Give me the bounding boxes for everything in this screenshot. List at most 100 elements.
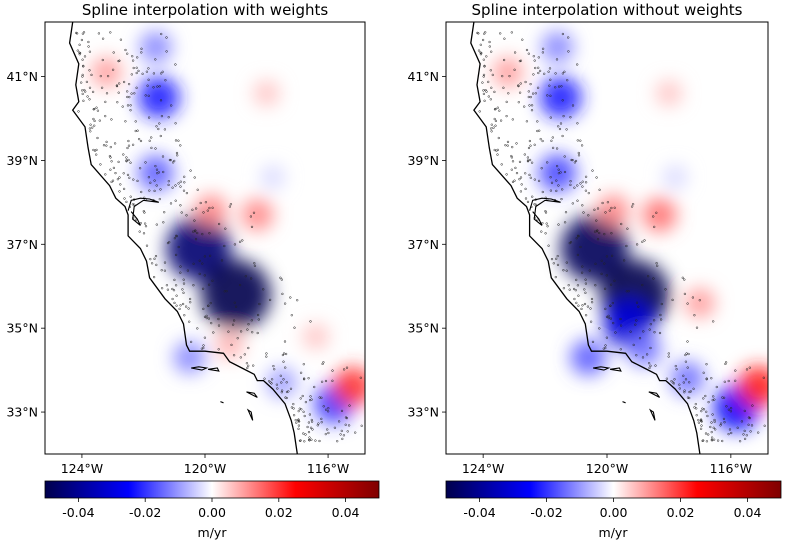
colorbar-label: m/yr <box>599 525 629 540</box>
station-marker <box>699 419 703 422</box>
colorbar-ticks: -0.04 -0.02 0.00 0.02 0.04 <box>463 498 761 520</box>
station-marker <box>154 147 157 150</box>
station-marker <box>566 79 569 82</box>
x-tick-label: 116°W <box>710 461 752 476</box>
station-marker <box>562 269 565 272</box>
station-marker <box>702 371 705 374</box>
station-marker <box>160 114 164 118</box>
station-marker <box>238 240 242 243</box>
y-tick-label: 33°N <box>407 405 439 420</box>
station-marker <box>345 416 349 420</box>
station-marker <box>155 263 158 267</box>
station-marker <box>649 364 652 367</box>
station-marker <box>99 74 102 78</box>
station-marker <box>564 211 568 214</box>
station-marker <box>591 340 595 344</box>
station-marker <box>135 66 138 69</box>
station-marker <box>715 385 718 389</box>
station-marker <box>605 336 609 339</box>
station-marker <box>688 381 691 384</box>
station-marker <box>265 352 268 355</box>
station-marker <box>498 109 501 112</box>
station-marker <box>511 180 515 184</box>
station-marker <box>232 354 236 357</box>
station-marker <box>183 175 186 178</box>
station-marker <box>555 164 559 168</box>
station-marker <box>490 130 493 133</box>
station-marker <box>347 424 351 427</box>
station-marker <box>608 209 611 212</box>
station-marker <box>208 232 211 235</box>
station-marker <box>724 361 728 364</box>
station-marker <box>723 421 726 424</box>
station-marker <box>521 38 524 41</box>
station-marker <box>113 142 117 145</box>
station-marker <box>193 219 196 222</box>
colorbar-gradient <box>44 480 380 499</box>
field-anomaly <box>195 194 228 227</box>
station-marker <box>126 104 130 107</box>
station-marker <box>510 154 513 158</box>
station-marker <box>217 317 220 321</box>
station-marker <box>326 428 329 431</box>
station-marker <box>648 328 651 331</box>
station-marker <box>497 136 500 140</box>
station-marker <box>127 82 131 86</box>
island-outline <box>648 391 661 398</box>
station-marker <box>549 189 553 192</box>
longitude-ticks: 124°W 120°W 116°W <box>462 454 752 476</box>
station-marker <box>510 31 513 34</box>
station-marker <box>307 377 310 380</box>
station-marker <box>619 324 623 327</box>
station-marker <box>331 369 334 372</box>
station-marker <box>177 245 180 249</box>
field-anomaly <box>655 80 682 107</box>
station-marker <box>630 205 634 208</box>
station-marker <box>519 176 523 179</box>
station-marker <box>150 136 153 139</box>
station-marker <box>610 232 613 235</box>
station-marker <box>178 307 181 311</box>
station-marker <box>203 336 207 339</box>
station-marker <box>594 262 597 265</box>
station-marker <box>173 159 176 163</box>
station-marker <box>134 120 137 123</box>
station-marker <box>212 331 215 334</box>
station-marker <box>762 376 765 379</box>
field-anomaly <box>91 57 122 88</box>
station-marker <box>118 190 121 193</box>
station-marker <box>109 168 112 171</box>
station-marker <box>289 296 292 299</box>
station-marker <box>150 146 153 150</box>
station-marker <box>537 56 540 59</box>
station-marker <box>678 387 681 390</box>
station-marker <box>481 81 484 84</box>
station-marker <box>131 55 134 58</box>
station-marker <box>580 271 584 274</box>
station-marker <box>246 328 249 331</box>
field-anomaly <box>597 194 630 227</box>
station-marker <box>713 420 716 423</box>
velocity-field <box>91 31 365 424</box>
station-marker <box>158 85 161 88</box>
station-marker <box>211 279 214 282</box>
station-marker <box>93 119 96 123</box>
station-marker <box>339 433 342 436</box>
station-marker <box>324 379 328 383</box>
station-marker <box>721 439 724 443</box>
station-marker <box>88 98 91 101</box>
station-marker <box>307 438 311 442</box>
station-marker <box>302 363 305 366</box>
station-marker <box>207 317 211 320</box>
station-marker <box>565 269 568 272</box>
station-marker <box>227 330 230 333</box>
station-marker <box>748 366 751 369</box>
panel-title: Spline interpolation without weights <box>472 1 743 19</box>
station-marker <box>354 431 357 434</box>
station-marker <box>487 95 490 98</box>
station-marker <box>165 50 168 53</box>
station-marker <box>165 36 168 39</box>
station-marker <box>603 232 606 236</box>
station-marker <box>81 58 84 61</box>
station-marker <box>314 439 317 442</box>
